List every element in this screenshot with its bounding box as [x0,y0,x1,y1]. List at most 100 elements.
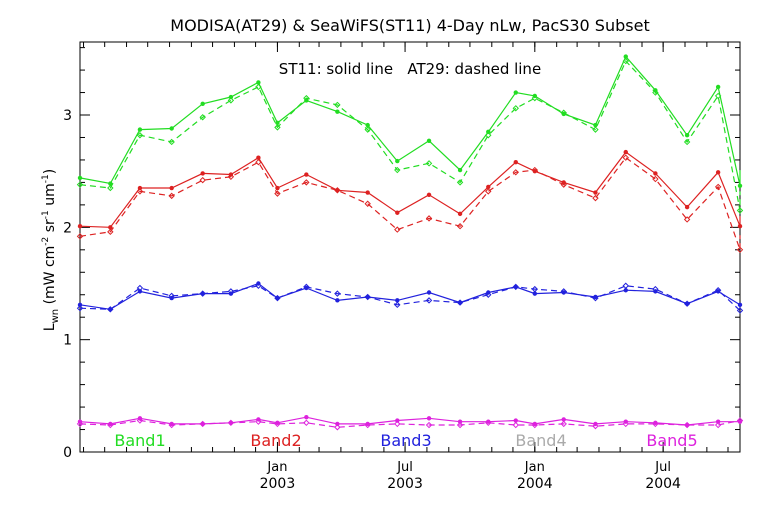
band2-st11-point [169,185,174,191]
band1-at29-point [136,132,144,139]
band3-at29-point [560,288,567,295]
band3-st11-point [395,298,400,303]
band2-at29-point [652,175,659,183]
band1-st11-point [395,158,400,164]
band2-at29-point [76,233,84,240]
band2-st11-point [200,171,205,176]
band1-at29-point [168,138,175,146]
band5-st11-point [426,416,432,421]
band1-st11-point [335,109,340,114]
band5-at29-point [274,420,281,428]
x-tick-year-label: 2004 [645,476,681,492]
band5-at29-point [592,422,599,430]
band3-at29-point [512,283,519,291]
band2-at29-point [274,190,281,197]
band1-st11-point [623,54,628,59]
band1-st11-point [256,80,261,85]
band3-at29-point [199,290,206,297]
x-tick-year-label: 2003 [260,476,296,492]
band3-at29-point [425,297,433,304]
band5-at29-point [425,421,433,429]
band5-at29-point [364,421,371,429]
x-tick-year-label: 2004 [517,476,553,492]
band1-st11-point [457,167,463,173]
band3-st11-point [737,302,743,308]
band1-st11-point [275,120,280,126]
band1-at29-point [683,138,691,146]
band5-at29-point [394,420,401,428]
band2-st11-point [77,224,83,229]
band2-st11-point [365,190,370,195]
band1-st11-point [108,181,113,186]
band2-st11-point [737,224,743,229]
band5-st11-point [275,420,280,425]
band5-at29-point [227,419,235,427]
band1-st11-point [365,122,370,128]
band1-at29-point [560,109,567,116]
band3-at29-point [168,292,175,300]
band2-st11-point [513,159,518,165]
band5-at29-point [560,420,567,428]
band2-at29-point [531,166,539,174]
band5-at29-point [199,420,206,428]
band5-at29-point [485,419,492,427]
band2-at29-point [334,187,341,194]
x-tick-month-label: Jul [396,460,413,475]
legend-band1: Band1 [114,431,165,450]
legend: Band1 Band2 Band3 Band4 Band5 [114,431,697,450]
y-label-units: (mW cm [42,246,58,305]
legend-band5: Band5 [646,431,697,450]
band1-at29-line [79,60,741,211]
band5-at29-point [456,421,464,429]
band3-at29-point [736,307,744,314]
band3-at29-point [485,291,492,298]
band2-at29-point [560,181,567,188]
band5-at29-point [107,421,114,429]
band2-st11-point [486,184,491,190]
band1-at29-point [714,92,722,100]
y-label-sub: wn [50,309,61,324]
y-tick-label: 1 [63,333,72,349]
band1-at29-point [531,94,539,102]
band5-st11-point [513,418,518,423]
band1-at29-point [394,166,401,174]
chart-title: MODISA(AT29) & SeaWiFS(ST11) 4-Day nLw, … [170,16,649,35]
band1-st11-point [228,94,234,100]
band2-at29-point [622,154,629,161]
band3-st11-point [532,291,538,296]
band1-st11-point [684,133,690,138]
band3-st11-point [426,290,432,295]
band3-at29-point [334,290,341,297]
band5-at29-point [303,419,310,427]
band3-at29-point [364,293,371,301]
band1-at29-point [485,132,492,139]
band3-st11-point [77,302,83,308]
band1-st11-point [77,175,83,181]
chart-annotation: ST11: solid line AT29: dashed line [279,60,541,78]
band2-at29-point [199,176,206,184]
band5-st11-point [561,417,566,422]
band3-at29-point [227,288,235,295]
y-label-exp2: -1 [41,210,51,219]
band2-at29-point [394,226,401,233]
x-tick-year-label: 2003 [387,476,423,492]
band2-at29-point [683,216,691,223]
band2-at29-point [456,223,464,230]
band1-at29-point [76,181,84,188]
band3-at29-point [592,294,599,302]
band2-at29-point [255,158,262,166]
band3-at29-point [683,300,691,307]
y-label-main: L [42,323,58,331]
band2-at29-point [736,246,744,254]
band5-at29-point [168,421,175,429]
band5-at29-point [714,421,722,429]
band2-at29-point [485,188,492,195]
band2-at29-point [303,179,310,186]
band5-at29-point [652,420,659,428]
band5-st11-point [457,419,463,424]
band5-st11-point [304,414,309,420]
band2-st11-point [715,170,721,175]
band5-st11-line [79,416,740,426]
band1-st11-point [737,183,743,188]
